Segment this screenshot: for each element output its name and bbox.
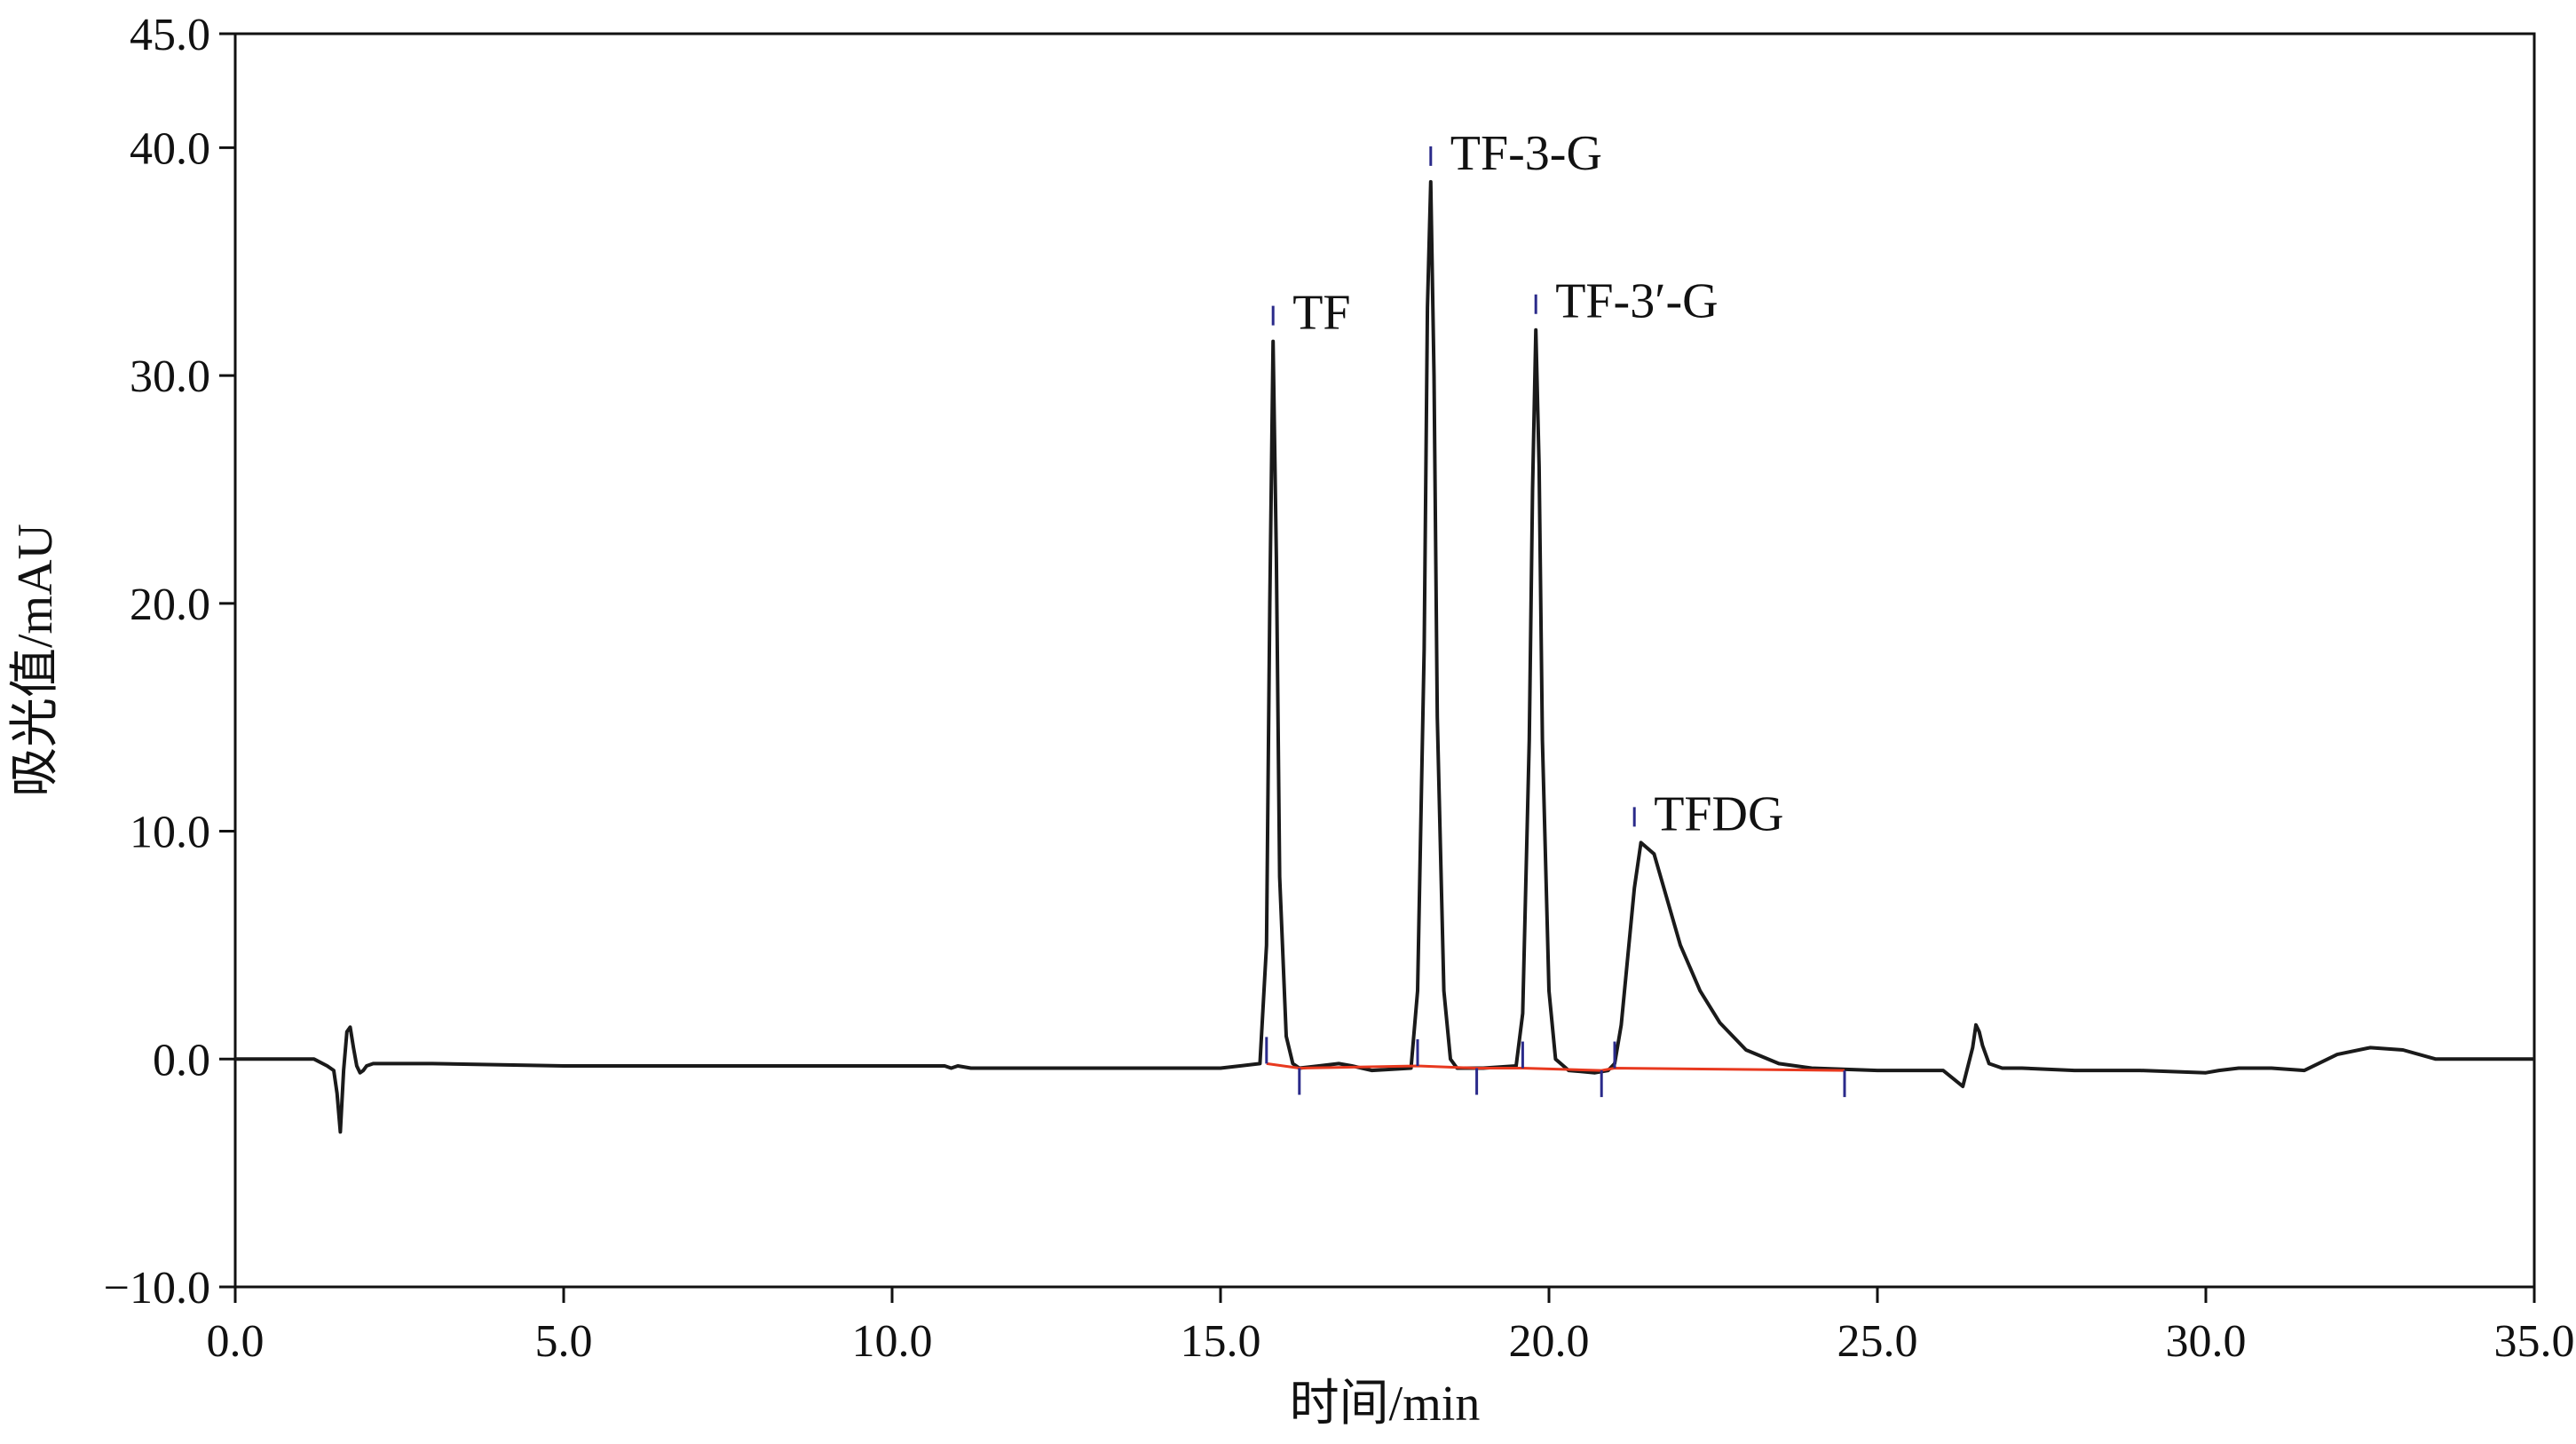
y-tick-label: 10.0 — [130, 808, 210, 858]
y-tick-label: −10.0 — [104, 1263, 210, 1314]
x-tick-label: 25.0 — [1837, 1316, 1918, 1367]
series-line-0 — [235, 179, 2534, 1134]
x-axis: 0.0 5.0 10.0 15.0 20.0 25.0 30.0 35.0 — [207, 1287, 2575, 1367]
plot-frame — [233, 32, 2536, 1289]
x-tick-label: 30.0 — [2166, 1316, 2247, 1367]
x-tick-label: 0.0 — [207, 1316, 265, 1367]
y-tick-label: 40.0 — [130, 123, 210, 174]
x-tick-label: 35.0 — [2494, 1316, 2575, 1367]
x-tick-label: 15.0 — [1181, 1316, 1261, 1367]
x-axis-title: 时间/min — [1290, 1377, 1481, 1432]
y-axis-title: 吸光值/mAU — [8, 524, 63, 797]
y-axis: −10.0 0.0 10.0 20.0 30.0 40.0 45.0 — [104, 10, 235, 1314]
series-line-1 — [1266, 1061, 1845, 1072]
x-tick-label: 5.0 — [535, 1316, 593, 1367]
y-tick-label: 30.0 — [130, 351, 210, 402]
y-tick-label: 20.0 — [130, 580, 210, 630]
peak-labels: TF TF-3-G TF-3′-G TFDG — [1271, 126, 1783, 841]
y-tick-label: 45.0 — [130, 10, 210, 60]
x-tick-label: 10.0 — [852, 1316, 933, 1367]
peak-label: TF-3-G — [1450, 126, 1602, 181]
y-tick-label: 0.0 — [153, 1035, 210, 1085]
peak-label: TF-3′-G — [1555, 274, 1718, 329]
peak-label: TF — [1292, 286, 1350, 341]
series-layer — [235, 179, 2534, 1134]
integration-marks — [1265, 1037, 1846, 1098]
x-tick-label: 20.0 — [1509, 1316, 1590, 1367]
peak-label: TFDG — [1654, 786, 1783, 841]
